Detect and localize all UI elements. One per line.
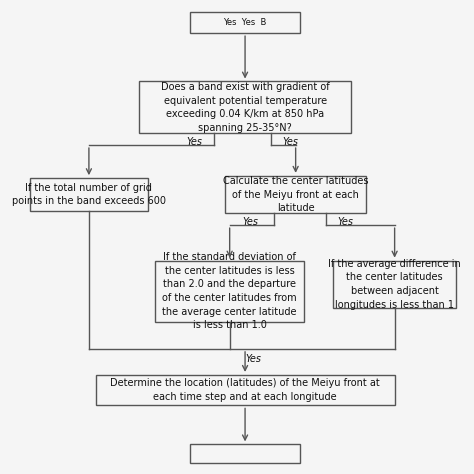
Text: Yes: Yes — [186, 137, 202, 147]
Text: Yes: Yes — [283, 137, 299, 147]
FancyBboxPatch shape — [190, 444, 300, 463]
FancyBboxPatch shape — [155, 261, 304, 322]
Text: Yes: Yes — [337, 217, 354, 227]
FancyBboxPatch shape — [225, 176, 366, 213]
Text: If the total number of grid
points in the band exceeds 600: If the total number of grid points in th… — [12, 183, 166, 206]
Text: If the standard deviation of
the center latitudes is less
than 2.0 and the depar: If the standard deviation of the center … — [163, 252, 297, 330]
Text: Determine the location (latitudes) of the Meiyu front at
each time step and at e: Determine the location (latitudes) of th… — [110, 378, 380, 402]
Text: Calculate the center latitudes
of the Meiyu front at each
latitude: Calculate the center latitudes of the Me… — [223, 176, 368, 213]
FancyBboxPatch shape — [190, 12, 300, 33]
FancyBboxPatch shape — [29, 178, 148, 211]
Text: If the average difference in
the center latitudes
between adjacent
longitudes is: If the average difference in the center … — [328, 259, 461, 310]
Text: Yes  Yes  B: Yes Yes B — [223, 18, 267, 27]
Text: Yes: Yes — [242, 217, 258, 227]
FancyBboxPatch shape — [139, 82, 351, 133]
Text: Yes: Yes — [246, 354, 262, 365]
Text: Does a band exist with gradient of
equivalent potential temperature
exceeding 0.: Does a band exist with gradient of equiv… — [161, 82, 329, 133]
FancyBboxPatch shape — [333, 261, 456, 308]
FancyBboxPatch shape — [95, 375, 395, 405]
